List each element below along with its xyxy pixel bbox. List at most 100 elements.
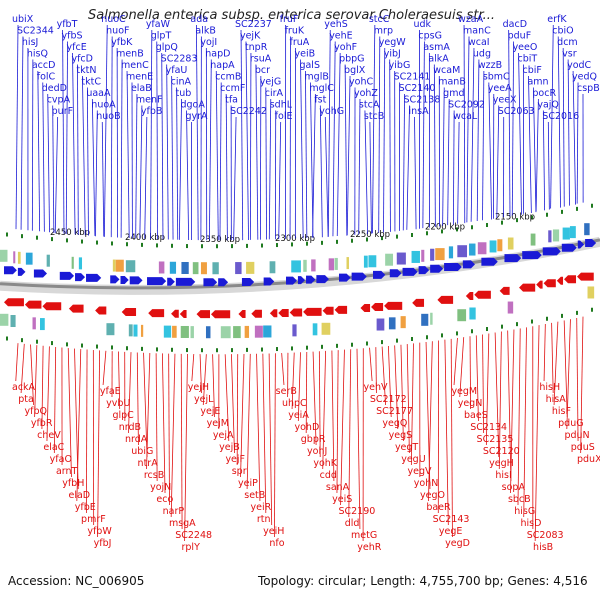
forward-cog-block [430,248,435,261]
reverse-leader-line [236,354,239,466]
reverse-gene-label: yejE [200,406,220,417]
reverse-cog-block [376,318,385,331]
reverse-leader-line [453,337,458,386]
tick-mark [441,333,443,338]
reverse-gene-label: SC2190 [338,506,375,517]
reverse-leader-line [322,350,327,470]
forward-gene-arrow [59,271,75,280]
forward-gene-label: manC [463,26,491,37]
forward-leader-line [249,52,252,240]
forward-gene-label: menF [136,95,163,106]
reverse-cog-block [190,326,194,339]
reverse-leader-line [576,317,579,442]
tick-mark [291,346,293,351]
tick-mark [531,319,533,324]
reverse-leader-line [543,323,546,382]
reverse-leader-line [199,354,202,394]
forward-leader-line [332,41,336,237]
reverse-leader-line [274,353,276,538]
forward-cog-block [346,257,349,270]
forward-gene-label: insA [408,106,429,117]
reverse-leader-line [580,316,584,454]
forward-gene-arrow [286,276,297,285]
reverse-gene-label: nrdB [119,422,141,433]
reverse-gene-arrow [499,286,510,295]
reverse-gene-label: yegM [451,386,477,397]
reverse-leader-line [268,353,273,526]
reverse-gene-label: serB [276,386,297,397]
reverse-gene-label: yegS [389,430,413,441]
forward-leader-line [476,59,480,221]
forward-leader-line [470,47,475,222]
tick-mark [321,240,323,245]
reverse-cog-block [312,323,318,336]
reverse-leader-line [331,350,335,482]
reverse-gene-label: arnT [56,466,78,477]
forward-gene-arrow [120,275,129,284]
tick-mark [351,238,353,243]
reverse-gene-arrow [95,306,107,315]
forward-cog-block [368,255,377,268]
reverse-gene-label: yehR [357,542,381,553]
reverse-gene-arrow [269,309,278,318]
reverse-leader-line [256,353,261,502]
tick-mark [396,338,398,343]
reverse-leader-line [46,346,50,442]
reverse-gene-arrow [536,280,543,289]
forward-gene-label: folC [37,72,56,83]
forward-gene-label: cpsG [418,31,442,42]
reverse-gene-arrow [360,303,371,312]
forward-gene-label: yojI [200,37,217,48]
forward-gene-label: galS [299,60,320,71]
forward-leader-line [103,24,108,237]
reverse-leader-line [469,336,472,410]
forward-gene-label: yehE [329,31,353,42]
tick-mark [186,348,188,353]
reverse-cog-block [457,309,467,322]
reverse-gene-label: yejA [213,430,234,441]
forward-cog-block [269,261,276,274]
forward-gene-arrow [504,254,522,263]
forward-gene-label: SC2242 [230,106,267,117]
forward-gene-label: udg [473,49,491,60]
reverse-leader-line [428,341,433,502]
reverse-leader-line [381,346,386,406]
reverse-gene-label: yejB [219,442,240,453]
tick-mark [336,343,338,348]
reverse-gene-label: ubiG [131,446,153,457]
forward-gene-label: yedQ [572,72,597,83]
reverse-cog-block [587,286,595,299]
reverse-cog-block [292,324,297,337]
reverse-gene-label: SC2248 [175,530,212,541]
forward-cog-block [212,262,219,275]
forward-leader-line [447,98,450,226]
forward-gene-arrow [33,269,48,278]
forward-leader-line [139,105,143,239]
reverse-leader-line [510,329,515,494]
reverse-leader-line [400,344,404,442]
reverse-gene-arrow [68,304,84,313]
reverse-leader-line [517,328,521,506]
reverse-leader-line [297,352,301,422]
forward-cog-block [303,259,307,272]
reverse-gene-arrow [148,309,165,318]
reverse-gene-label: yeiP [238,478,258,489]
reverse-leader-line [410,343,414,466]
forward-gene-label: gmd [443,88,464,99]
kbp-label: 2250 kbp [350,230,390,240]
reverse-gene-label: yehV [364,382,388,393]
reverse-gene-label: rcsB [144,470,164,481]
forward-gene-label: SC2140 [399,83,436,94]
forward-gene-label: mglC [309,83,334,94]
reverse-leader-line [143,352,148,458]
forward-leader-line [31,59,34,231]
tick-mark [126,346,128,351]
forward-leader-line [300,59,304,239]
forward-gene-arrow [263,277,275,286]
forward-gene-label: glpQ [156,42,178,53]
forward-cog-block [13,251,16,264]
forward-gene-arrow [585,238,597,247]
reverse-gene-label: nfo [269,538,284,549]
reverse-gene-label: yegO [420,490,445,501]
map-title: Salmonella enterica subsp. enterica sero… [88,8,495,23]
